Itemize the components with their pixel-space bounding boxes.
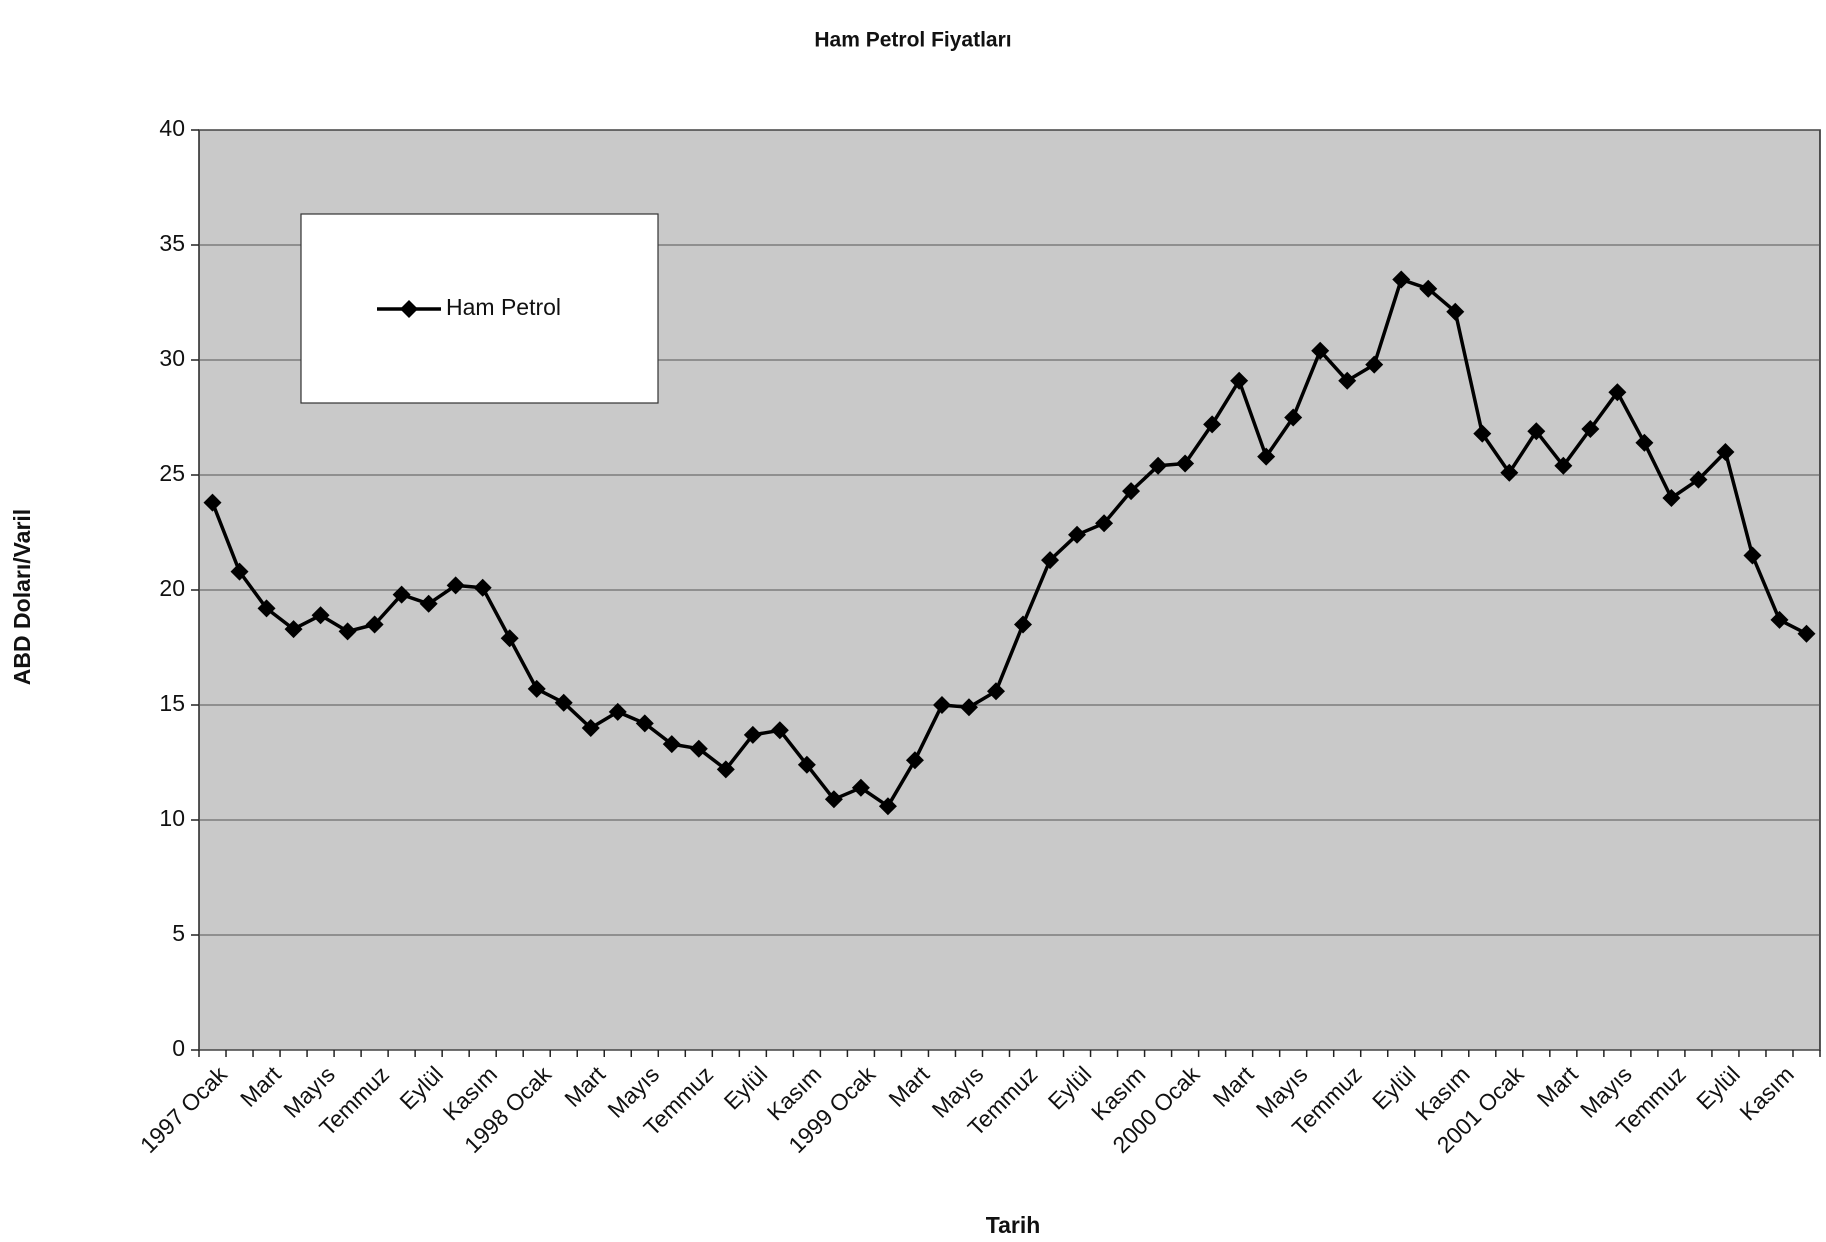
data-point <box>473 578 492 597</box>
legend-label: Ham Petrol <box>446 294 561 320</box>
data-point <box>959 698 978 717</box>
data-point <box>338 622 357 641</box>
data-point <box>1689 470 1708 489</box>
data-point <box>1203 415 1222 434</box>
data-point <box>365 615 384 634</box>
x-axis-label: Tarih <box>986 1212 1041 1238</box>
y-tick-label: 0 <box>172 1035 185 1061</box>
data-point <box>770 721 789 740</box>
data-point <box>554 693 573 712</box>
data-point <box>1500 463 1519 482</box>
data-point <box>1311 341 1330 360</box>
data-point <box>1716 443 1735 461</box>
data-point <box>1635 433 1654 452</box>
data-point <box>878 797 897 816</box>
data-point <box>1176 454 1195 473</box>
data-point <box>608 702 627 721</box>
data-point <box>1392 270 1411 289</box>
y-tick-label: 25 <box>159 460 185 486</box>
data-point <box>1770 610 1789 629</box>
legend-marker <box>400 300 418 318</box>
data-point <box>662 735 681 754</box>
data-point <box>1581 420 1600 438</box>
data-point <box>1662 489 1681 507</box>
data-point <box>581 719 600 737</box>
data-point <box>230 562 249 581</box>
data-point <box>1419 279 1438 298</box>
data-point <box>1608 383 1627 402</box>
data-point <box>1797 624 1816 643</box>
data-point <box>1743 546 1762 565</box>
data-point <box>311 606 330 625</box>
chart-title: Ham Petrol Fiyatları <box>814 29 1011 52</box>
data-point <box>392 585 411 604</box>
data-point <box>500 629 519 648</box>
data-point <box>1446 302 1465 321</box>
data-point <box>851 778 870 797</box>
data-point <box>986 682 1005 701</box>
y-tick-label: 40 <box>159 115 185 141</box>
x-tick-label: 1997 Ocak <box>135 1061 232 1158</box>
data-point <box>1149 456 1168 475</box>
data-point <box>527 679 546 698</box>
legend-box <box>300 213 659 404</box>
data-point <box>257 599 276 618</box>
data-point <box>446 576 465 595</box>
data-point <box>635 714 654 733</box>
x-tick-label: Kasım <box>1734 1061 1798 1125</box>
data-point <box>689 739 708 758</box>
data-point <box>1257 447 1276 466</box>
data-point <box>419 594 438 613</box>
data-point <box>1230 371 1249 390</box>
data-point <box>1041 551 1060 570</box>
data-point <box>797 755 816 774</box>
data-point <box>1338 371 1357 390</box>
data-point <box>932 696 951 714</box>
y-tick-label: 35 <box>159 230 185 256</box>
data-point <box>905 751 924 770</box>
data-point <box>1365 355 1384 374</box>
data-point <box>1527 422 1546 441</box>
data-point <box>743 725 762 744</box>
data-point <box>1095 514 1114 533</box>
data-point <box>1068 525 1087 544</box>
data-point <box>203 493 222 512</box>
y-tick-label: 10 <box>159 805 185 831</box>
y-tick-label: 15 <box>159 690 185 716</box>
data-point <box>716 760 735 779</box>
y-axis-label: ABD Doları/Varil <box>9 509 35 685</box>
data-point <box>824 790 843 809</box>
y-tick-label: 20 <box>159 575 185 601</box>
data-point <box>1284 408 1303 427</box>
data-point <box>284 620 303 639</box>
y-tick-label: 30 <box>159 345 185 371</box>
y-tick-label: 5 <box>172 920 185 946</box>
data-point <box>1014 615 1033 634</box>
data-point <box>1554 456 1573 475</box>
data-point <box>1473 424 1492 443</box>
data-point <box>1122 482 1141 501</box>
